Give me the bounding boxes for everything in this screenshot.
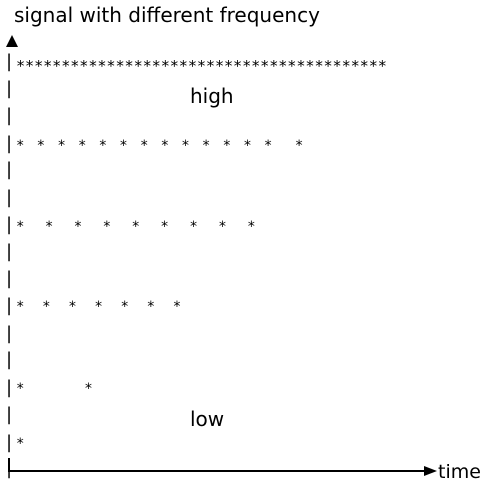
signal-row-lower: * * [16, 381, 93, 397]
y-axis-tick: | [6, 268, 13, 289]
signal-row-medium: * * * * * * * * * [16, 219, 257, 235]
y-axis-arrow-icon [6, 35, 18, 47]
signal-row-high: * * * * * * * * * * * * * * [16, 138, 306, 154]
signal-row-lowest: * [16, 436, 25, 452]
y-axis-tick: | [6, 187, 13, 208]
high-label: high [190, 84, 234, 108]
diagram-title: signal with different frequency [14, 3, 320, 27]
y-axis-tick: | [6, 159, 13, 180]
y-axis-tick: | [6, 432, 13, 453]
y-axis-tick: | [6, 241, 13, 262]
y-axis-tick: | [6, 51, 13, 72]
x-axis-label: time [438, 461, 481, 483]
y-axis-tick: | [6, 349, 13, 370]
y-axis-tick: | [6, 323, 13, 344]
y-axis-tick: | [6, 404, 13, 425]
y-axis-tick: | [6, 377, 13, 398]
y-axis-tick: | [6, 105, 13, 126]
low-label: low [190, 407, 225, 431]
y-axis-tick: | [6, 295, 13, 316]
y-axis-tick: | [6, 458, 13, 479]
signal-row-low: * * * * * * * [16, 299, 181, 315]
y-axis-tick: | [6, 133, 13, 154]
x-axis-arrow-icon [424, 466, 437, 476]
y-axis-tick: | [6, 214, 13, 235]
signal-row-highest: ****************************************… [16, 57, 387, 75]
y-axis-tick: | [6, 78, 13, 99]
